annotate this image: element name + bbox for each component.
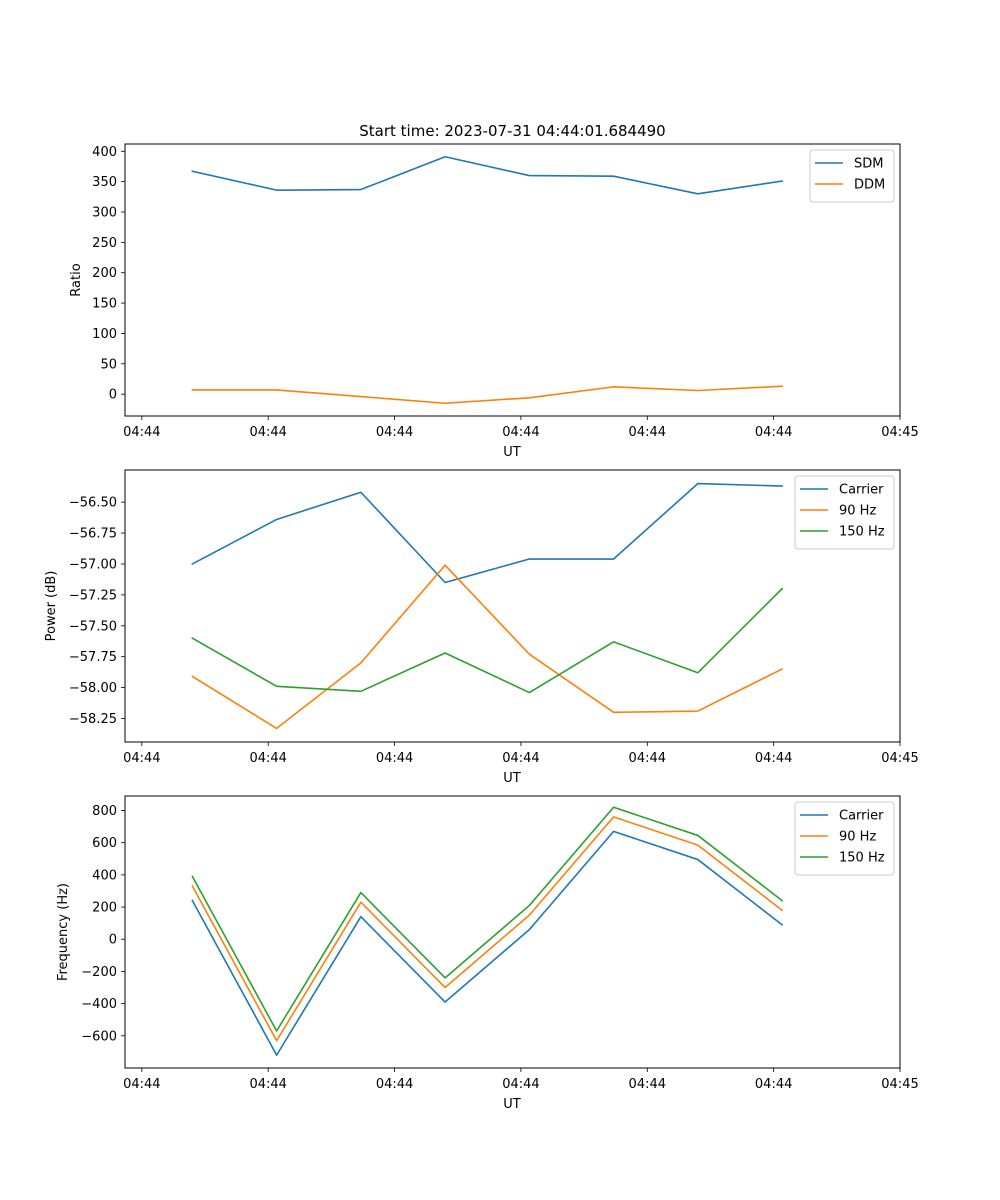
frequency-y-tick-label: 0 [109,933,117,948]
power-y-tick-label: −57.00 [69,557,117,572]
ratio-y-tick-label: 100 [92,327,117,342]
frequency-y-tick-label: 600 [92,836,117,851]
frequency-legend-label-carrier: Carrier [839,809,884,824]
frequency-legend-label-90-hz: 90 Hz [839,830,876,845]
ratio-y-tick-label: 50 [100,357,117,372]
power-y-tick-label: −56.50 [69,496,117,511]
power-legend-label-90-hz: 90 Hz [839,504,876,519]
ratio-x-tick-label: 04:44 [755,425,792,440]
ratio-x-axis-label: UT [503,445,521,460]
ratio-y-tick-label: 0 [109,388,117,403]
power-axes-frame [124,469,901,743]
power-y-tick-label: −57.75 [69,650,117,665]
ratio-y-tick-label: 250 [92,236,117,251]
frequency-series-carrier-line [191,830,784,1056]
power-legend: Carrier 90 Hz 150 Hz [794,475,895,550]
ratio-x-tick-label: 04:44 [376,425,413,440]
frequency-y-tick-label: −600 [81,1029,117,1044]
power-x-tick-label: 04:44 [502,751,539,766]
power-y-tick-label: −57.25 [69,588,117,603]
power-x-tick-label: 04:44 [123,751,160,766]
power-y-tick-label: −58.00 [69,681,117,696]
power-y-tick-label: −58.25 [69,712,117,727]
power-series-90-hz-line [191,564,784,730]
ratio-axes-frame [124,143,901,417]
ratio-x-tick-label: 04:44 [502,425,539,440]
ratio-x-tick-label: 04:44 [249,425,286,440]
frequency-y-tick-label: 400 [92,868,117,883]
frequency-legend: Carrier 90 Hz 150 Hz [794,801,895,876]
ratio-y-tick-label: 300 [92,206,117,221]
ratio-series-sdm-line [191,155,783,195]
frequency-y-axis-label: Frequency (Hz) [56,883,71,981]
ratio-y-tick-label: 150 [92,297,117,312]
frequency-y-tick-label: −400 [81,997,117,1012]
power-y-tick-label: −57.50 [69,619,117,634]
frequency-axes-frame [124,795,901,1069]
power-series-150-hz-line [191,587,784,694]
frequency-x-tick-label: 04:44 [376,1077,413,1092]
frequency-x-tick-label: 04:44 [755,1077,792,1092]
ratio-y-tick-label: 400 [92,145,117,160]
power-x-tick-label: 04:44 [249,751,286,766]
frequency-y-tick-label: 200 [92,901,117,916]
power-y-tick-label: −56.75 [69,527,117,542]
frequency-x-tick-label: 04:44 [123,1077,160,1092]
ratio-y-tick-label: 200 [92,266,117,281]
ratio-panel: 04:44 04:44 04:44 04:44 04:44 04:44 04:45 0 50 10… [69,143,919,460]
power-x-tick-label: 04:44 [376,751,413,766]
power-series-carrier-line [191,482,783,584]
ratio-legend: SDM DDM [809,149,895,203]
ratio-y-axis-label: Ratio [69,263,84,296]
ratio-x-tick-label: 04:45 [881,425,918,440]
ratio-x-tick-label: 04:44 [123,425,160,440]
power-x-axis-label: UT [503,771,521,786]
frequency-x-tick-label: 04:45 [881,1077,918,1092]
ratio-y-tick-label: 350 [92,175,117,190]
ratio-series-ddm-line [191,385,783,405]
ratio-x-tick-label: 04:44 [629,425,666,440]
frequency-x-tick-label: 04:44 [249,1077,286,1092]
power-x-tick-label: 04:44 [629,751,666,766]
power-x-tick-label: 04:45 [881,751,918,766]
power-panel: 04:44 04:44 04:44 04:44 04:44 04:44 04:45 −58.2… [44,469,919,786]
frequency-series-90-hz-line [191,816,784,1042]
frequency-y-tick-label: 800 [92,804,117,819]
figure-title: Start time: 2023-07-31 04:44:01.684490 [359,122,665,140]
frequency-x-tick-label: 04:44 [629,1077,666,1092]
frequency-y-tick-label: −200 [81,965,117,980]
power-legend-label-150-hz: 150 Hz [839,525,885,540]
ratio-legend-label-sdm: SDM [854,157,883,172]
power-x-tick-label: 04:44 [755,751,792,766]
power-legend-label-carrier: Carrier [839,483,884,498]
frequency-legend-label-150-hz: 150 Hz [839,851,885,866]
frequency-panel: 04:44 04:44 04:44 04:44 04:44 04:44 04:45 −600 −… [56,795,919,1112]
frequency-series-150-hz-line [191,806,784,1032]
frequency-x-axis-label: UT [503,1097,521,1112]
ratio-legend-label-ddm: DDM [854,178,885,193]
frequency-x-tick-label: 04:44 [502,1077,539,1092]
power-y-axis-label: Power (dB) [44,571,59,642]
